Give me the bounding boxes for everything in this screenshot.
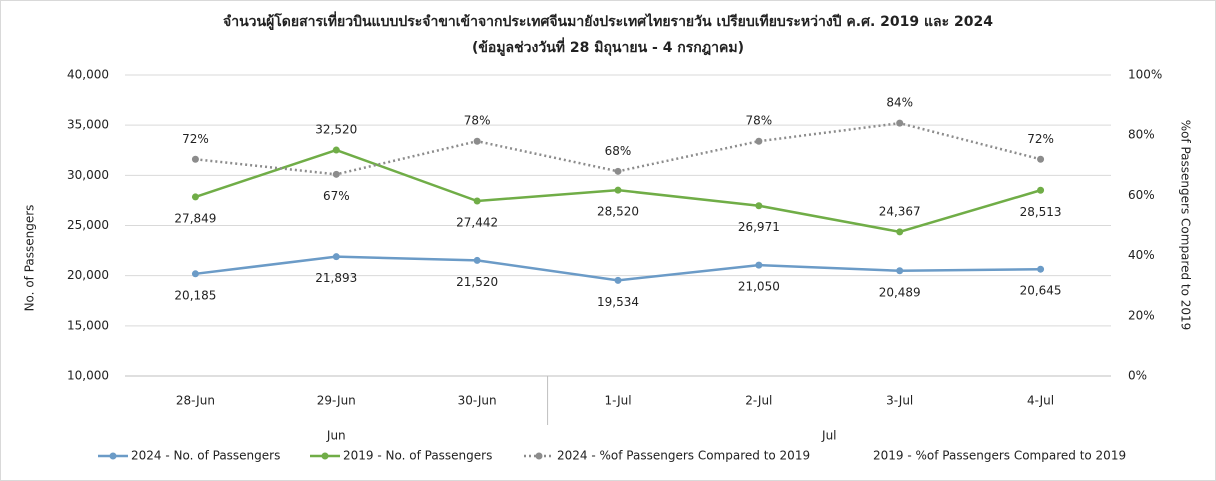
x-tick-label: 29-Jun [317, 394, 356, 408]
point [896, 228, 904, 236]
y-tick-label: 40,000 [67, 68, 109, 82]
y-tick-label: 35,000 [67, 118, 109, 132]
x-tick-label: 2-Jul [745, 394, 772, 408]
x-group-label: Jul [821, 429, 836, 443]
data-label: 78% [746, 114, 773, 128]
y2-tick-label: 60% [1128, 188, 1155, 202]
data-label: 20,185 [174, 288, 216, 302]
point [755, 261, 763, 269]
point [473, 197, 481, 205]
data-label: 21,520 [456, 275, 498, 289]
point [332, 146, 340, 154]
data-label: 78% [464, 114, 491, 128]
point [896, 119, 904, 127]
data-label: 32,520 [315, 123, 357, 137]
data-label: 20,645 [1020, 284, 1062, 298]
data-label: 20,489 [879, 285, 921, 299]
legend-label: 2024 - %of Passengers Compared to 2019 [557, 449, 810, 463]
y2-tick-label: 0% [1128, 369, 1147, 383]
data-label: 19,534 [597, 295, 639, 309]
y-axis-label: No. of Passengers [23, 205, 37, 312]
y-tick-label: 10,000 [67, 369, 109, 383]
y-tick-label: 20,000 [67, 268, 109, 282]
y2-tick-label: 100% [1128, 68, 1162, 82]
point [755, 137, 763, 145]
legend-label: 2019 - No. of Passengers [343, 449, 492, 463]
point [755, 202, 763, 210]
y2-axis-label: %of Passengers Compared to 2019 [1179, 120, 1193, 331]
data-label: 28,513 [1020, 205, 1062, 219]
point [473, 137, 481, 145]
x-tick-label: 30-Jun [458, 394, 497, 408]
y-tick-label: 30,000 [67, 168, 109, 182]
legend-label: 2019 - %of Passengers Compared to 2019 [873, 449, 1126, 463]
point [191, 193, 199, 201]
point [614, 276, 622, 284]
data-label: 27,442 [456, 215, 498, 229]
legend-label: 2024 - No. of Passengers [131, 449, 280, 463]
data-label: 28,520 [597, 205, 639, 219]
y2-tick-label: 80% [1128, 128, 1155, 142]
point [614, 186, 622, 194]
data-label: 21,893 [315, 271, 357, 285]
data-label: 68% [605, 144, 632, 158]
data-label: 27,849 [174, 211, 216, 225]
x-tick-label: 3-Jul [886, 394, 913, 408]
y2-tick-label: 20% [1128, 308, 1155, 322]
y2-tick-label: 40% [1128, 248, 1155, 262]
point [473, 256, 481, 264]
data-label: 26,971 [738, 220, 780, 234]
legend-marker [535, 452, 543, 460]
point [191, 270, 199, 278]
data-label: 72% [1027, 132, 1054, 146]
legend-marker [109, 452, 117, 460]
data-label: 24,367 [879, 204, 921, 218]
point [1037, 186, 1045, 194]
point [332, 253, 340, 261]
point [896, 267, 904, 275]
data-label: 84% [886, 96, 913, 110]
data-label: 72% [182, 132, 209, 146]
data-label: 67% [323, 189, 350, 203]
point [332, 170, 340, 178]
chart-subtitle: (ข้อมูลช่วงวันที่ 28 มิถุนายน - 4 กรกฎาค… [472, 37, 744, 56]
x-tick-label: 28-Jun [176, 394, 215, 408]
point [1037, 265, 1045, 273]
x-tick-label: 4-Jul [1027, 394, 1054, 408]
point [191, 155, 199, 163]
point [1037, 155, 1045, 163]
x-tick-label: 1-Jul [604, 394, 631, 408]
legend-marker [321, 452, 329, 460]
chart-title: จำนวนผู้โดยสารเที่ยวบินแบบประจำขาเข้าจาก… [223, 11, 993, 30]
data-label: 21,050 [738, 280, 780, 294]
x-group-label: Jun [326, 429, 346, 443]
point [614, 167, 622, 175]
y-tick-label: 25,000 [67, 218, 109, 232]
y-tick-label: 15,000 [67, 318, 109, 332]
